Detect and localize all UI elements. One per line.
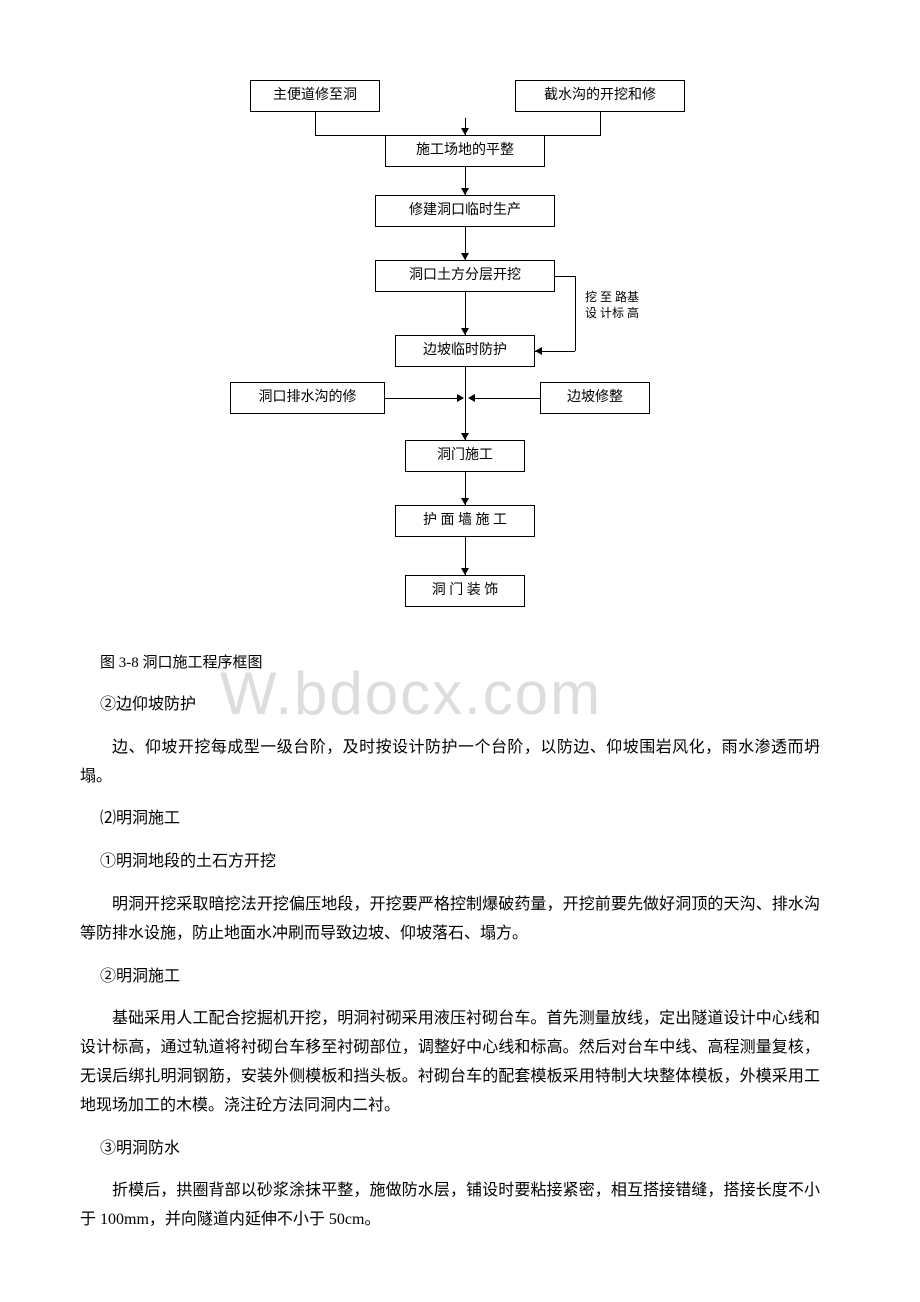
arrowhead-icon	[461, 498, 469, 505]
section-heading: ①明洞地段的土石方开挖	[100, 848, 860, 877]
arrowhead-icon	[457, 394, 464, 402]
section-heading: ⑵明洞施工	[100, 805, 860, 834]
body-paragraph: 折模后，拱圈背部以砂浆涂抹平整，施做防水层，铺设时要粘接紧密，相互搭接错缝，搭接…	[80, 1177, 820, 1235]
flow-side-label: 挖 至 路基 设 计标 高	[585, 290, 645, 321]
flow-node-11: 洞 门 装 饰	[405, 575, 525, 607]
flow-node-1: 主便道修至洞	[250, 80, 380, 112]
section-heading: ③明洞防水	[100, 1135, 860, 1164]
edge	[600, 112, 601, 135]
arrowhead-icon	[461, 433, 469, 440]
figure-caption: 图 3-8 洞口施工程序框图	[100, 650, 860, 677]
section-heading: ②边仰坡防护	[100, 691, 860, 720]
edge	[465, 367, 466, 440]
edge	[575, 276, 576, 351]
flow-node-4: 修建洞口临时生产	[375, 195, 555, 227]
arrowhead-icon	[461, 568, 469, 575]
edge	[315, 135, 385, 136]
flow-node-10: 护 面 墙 施 工	[395, 505, 535, 537]
flow-node-3: 施工场地的平整	[385, 135, 545, 167]
edge	[470, 398, 540, 399]
body-paragraph: 边、仰坡开挖每成型一级台阶，及时按设计防护一个台阶，以防边、仰坡围岩风化，雨水渗…	[80, 734, 820, 792]
arrowhead-icon	[461, 253, 469, 260]
page-content: 主便道修至洞 截水沟的开挖和修 施工场地的平整 修建洞口临时生产 洞口土方分层开…	[60, 80, 860, 1235]
flowchart-diagram: 主便道修至洞 截水沟的开挖和修 施工场地的平整 修建洞口临时生产 洞口土方分层开…	[210, 80, 710, 640]
section-heading: ②明洞施工	[100, 963, 860, 992]
arrowhead-icon	[461, 328, 469, 335]
body-paragraph: 基础采用人工配合挖掘机开挖，明洞衬砌采用液压衬砌台车。首先测量放线，定出隧道设计…	[80, 1005, 820, 1120]
edge	[545, 135, 601, 136]
flow-node-5: 洞口土方分层开挖	[375, 260, 555, 292]
flow-node-7: 洞口排水沟的修	[230, 382, 385, 414]
arrowhead-icon	[461, 188, 469, 195]
body-paragraph: 明洞开挖采取暗挖法开挖偏压地段，开挖要严格控制爆破药量，开挖前要先做好洞顶的天沟…	[80, 891, 820, 949]
arrowhead-icon	[461, 128, 469, 135]
arrowhead-icon	[468, 394, 475, 402]
edge	[315, 112, 316, 135]
arrowhead-icon	[535, 347, 542, 355]
flow-node-9: 洞门施工	[405, 440, 525, 472]
flow-node-2: 截水沟的开挖和修	[515, 80, 685, 112]
edge	[385, 398, 462, 399]
edge	[555, 276, 575, 277]
flow-node-8: 边坡修整	[540, 382, 650, 414]
flow-node-6: 边坡临时防护	[395, 335, 535, 367]
